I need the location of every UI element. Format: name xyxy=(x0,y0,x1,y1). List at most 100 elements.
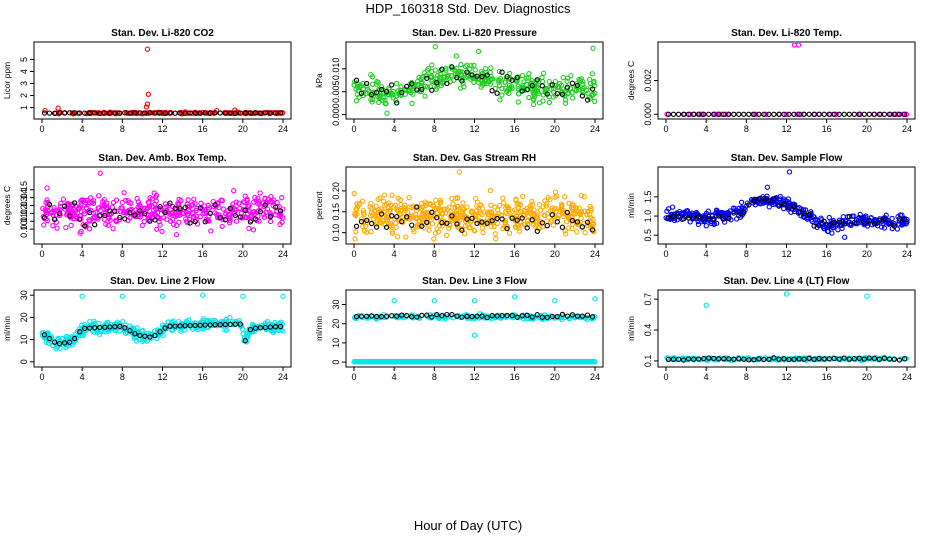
x-tick-label: 4 xyxy=(392,124,397,134)
data-point xyxy=(263,209,269,216)
data-point xyxy=(472,67,478,73)
data-point xyxy=(90,200,97,206)
x-tick-label: 0 xyxy=(663,124,668,134)
data-point xyxy=(414,215,421,221)
overlay-point xyxy=(217,214,223,221)
overlay-point xyxy=(383,313,390,319)
data-point xyxy=(519,193,526,200)
overlay-point xyxy=(731,111,737,117)
data-point xyxy=(527,203,533,209)
overlay-point xyxy=(680,216,687,222)
x-tick-label: 12 xyxy=(469,124,479,134)
overlay-point xyxy=(197,110,203,116)
overlay-point xyxy=(272,110,279,116)
overlay-point xyxy=(514,217,520,223)
data-point xyxy=(519,82,526,89)
data-point-outlier xyxy=(456,169,463,175)
data-point xyxy=(383,201,390,207)
data-point xyxy=(120,318,126,325)
data-point xyxy=(526,71,532,77)
data-point xyxy=(896,218,902,224)
data-point xyxy=(109,204,115,210)
data-point xyxy=(121,190,127,196)
data-point xyxy=(121,327,128,333)
data-point xyxy=(368,200,374,207)
data-point xyxy=(794,111,800,117)
data-point xyxy=(529,198,535,205)
data-point xyxy=(177,212,183,218)
overlay-point xyxy=(389,213,395,219)
data-point-outlier xyxy=(453,53,460,59)
data-point xyxy=(486,209,493,215)
overlay-point xyxy=(394,313,400,319)
y-tick-label: 1.0 xyxy=(643,210,653,223)
overlay-point xyxy=(277,110,284,116)
overlay-point xyxy=(736,356,742,362)
data-point xyxy=(443,232,450,238)
overlay-point xyxy=(56,210,63,216)
data-point-outlier xyxy=(391,298,397,304)
overlay-point xyxy=(247,326,254,333)
x-tick-label: 0 xyxy=(39,372,44,382)
data-point xyxy=(352,210,358,217)
overlay-point xyxy=(429,314,435,320)
data-point xyxy=(545,194,551,201)
overlay-point xyxy=(56,110,63,116)
panel-pressure: Stan. Dev. Li-820 Pressure 0 4 8 12 16 20 24 0.0… xyxy=(314,28,604,134)
overlay-point xyxy=(157,329,163,335)
data-point xyxy=(703,223,709,229)
data-point xyxy=(87,195,94,201)
overlay-point xyxy=(474,220,480,227)
data-point xyxy=(134,195,140,202)
data-point xyxy=(549,205,556,211)
overlay-point xyxy=(529,314,535,320)
data-point xyxy=(427,201,433,207)
data-point xyxy=(565,225,572,231)
overlay-point xyxy=(107,324,113,330)
overlay-point xyxy=(896,216,903,222)
overlay-point xyxy=(272,324,279,330)
overlay-point xyxy=(97,213,103,219)
overlay-point xyxy=(509,215,515,221)
data-point xyxy=(471,62,477,69)
overlay-point xyxy=(796,111,802,117)
data-point-outlier xyxy=(145,91,152,97)
data-point xyxy=(402,207,409,213)
overlay-point xyxy=(409,222,415,228)
overlay-point xyxy=(544,91,550,97)
overlay-point xyxy=(419,223,425,229)
overlay-point xyxy=(856,111,862,117)
data-point xyxy=(512,207,518,213)
overlay-point xyxy=(277,323,284,330)
y-tick-label: 30 xyxy=(331,300,341,310)
overlay-point xyxy=(589,314,596,320)
overlay-point xyxy=(761,111,767,117)
overlay-point xyxy=(741,356,747,362)
data-point xyxy=(151,207,157,213)
data-point xyxy=(279,195,285,201)
data-point xyxy=(147,195,153,201)
data-point xyxy=(353,98,359,104)
overlay-point xyxy=(901,216,908,223)
overlay-point xyxy=(559,311,566,318)
data-point-outlier xyxy=(795,43,802,48)
data-point xyxy=(469,218,475,224)
data-point xyxy=(675,211,681,217)
data-point xyxy=(356,94,362,100)
x-tick-label: 8 xyxy=(120,249,125,259)
overlay-point xyxy=(831,219,837,226)
overlay-point xyxy=(222,110,228,116)
overlay-point xyxy=(107,208,113,214)
overlay-point xyxy=(217,322,223,328)
data-point xyxy=(479,212,485,218)
data-point xyxy=(156,219,162,225)
data-point xyxy=(105,222,112,228)
y-tick-label: 0.10 xyxy=(331,224,341,242)
data-point xyxy=(384,217,391,223)
data-point xyxy=(154,226,160,232)
data-point xyxy=(170,318,176,324)
overlay-point xyxy=(685,215,692,221)
data-point xyxy=(233,199,239,205)
overlay-point xyxy=(363,80,370,87)
panel-temp: Stan. Dev. Li-820 Temp. 0 4 8 12 16 20 24 0.000 0… xyxy=(626,28,916,134)
